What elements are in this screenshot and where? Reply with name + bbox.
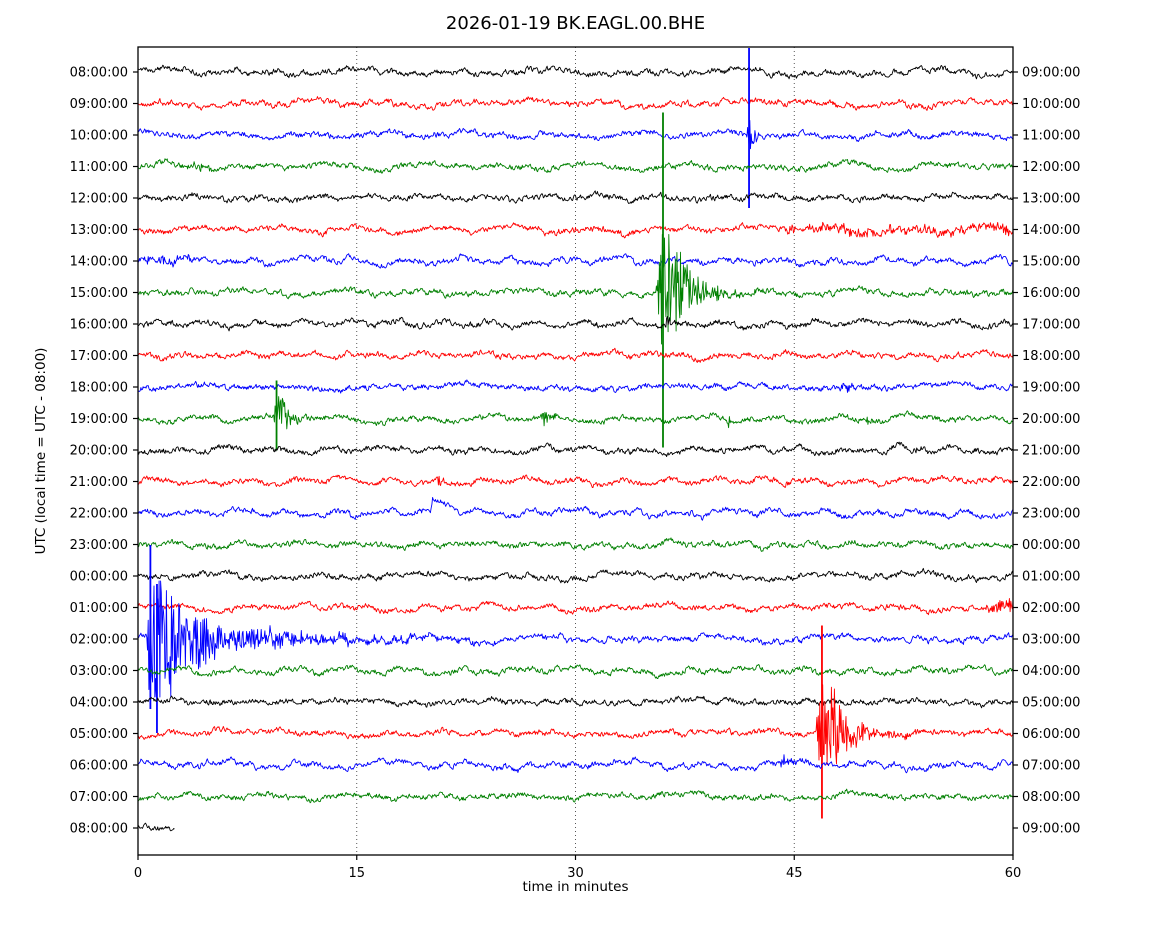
row-label-right: 14:00:00 xyxy=(1022,223,1080,238)
row-label-left: 15:00:00 xyxy=(70,286,128,301)
figure-title: 2026-01-19 BK.EAGL.00.BHE xyxy=(445,13,706,34)
row-label-left: 00:00:00 xyxy=(70,570,128,585)
trace-row-13 xyxy=(138,474,1014,488)
row-label-right: 08:00:00 xyxy=(1022,790,1080,805)
trace-row-20 xyxy=(137,695,1014,709)
trace-row-7 xyxy=(137,234,1014,345)
trace-row-24 xyxy=(137,822,175,832)
row-label-left: 23:00:00 xyxy=(70,538,128,553)
row-label-left: 13:00:00 xyxy=(70,223,128,238)
row-label-left: 11:00:00 xyxy=(70,160,128,175)
trace-row-18 xyxy=(137,580,1014,698)
row-label-left: 09:00:00 xyxy=(70,97,128,112)
trace-row-11 xyxy=(137,396,1014,430)
trace-row-2 xyxy=(137,119,1014,150)
trace-row-16 xyxy=(137,567,1014,584)
row-label-left: 07:00:00 xyxy=(70,790,128,805)
row-label-right: 04:00:00 xyxy=(1022,664,1080,679)
trace-row-4 xyxy=(138,190,1014,204)
trace-row-22 xyxy=(137,754,1014,774)
x-tick-label: 60 xyxy=(1005,866,1022,881)
row-label-right: 01:00:00 xyxy=(1022,570,1080,585)
row-label-left: 17:00:00 xyxy=(70,349,128,364)
row-label-right: 00:00:00 xyxy=(1022,538,1080,553)
x-axis-label: time in minutes xyxy=(522,879,629,895)
row-label-right: 13:00:00 xyxy=(1022,192,1080,207)
row-label-right: 06:00:00 xyxy=(1022,727,1080,742)
row-label-left: 02:00:00 xyxy=(70,633,128,648)
row-label-left: 18:00:00 xyxy=(70,381,128,396)
row-label-left: 10:00:00 xyxy=(70,129,128,144)
row-label-left: 20:00:00 xyxy=(70,444,128,459)
row-label-right: 05:00:00 xyxy=(1022,696,1080,711)
row-label-right: 23:00:00 xyxy=(1022,507,1080,522)
trace-row-21 xyxy=(137,684,1014,766)
x-tick-label: 45 xyxy=(786,866,803,881)
row-label-right: 07:00:00 xyxy=(1022,759,1080,774)
row-label-left: 21:00:00 xyxy=(70,475,128,490)
trace-row-10 xyxy=(137,379,1014,394)
trace-row-12 xyxy=(137,441,1014,458)
row-label-right: 15:00:00 xyxy=(1022,255,1080,270)
row-label-left: 03:00:00 xyxy=(70,664,128,679)
row-label-right: 03:00:00 xyxy=(1022,633,1080,648)
trace-row-3 xyxy=(137,158,1014,174)
trace-row-23 xyxy=(137,788,1014,804)
row-label-right: 02:00:00 xyxy=(1022,601,1080,616)
row-label-right: 19:00:00 xyxy=(1022,381,1080,396)
x-tick-label: 15 xyxy=(348,866,365,881)
trace-row-8 xyxy=(137,316,1014,332)
row-label-left: 19:00:00 xyxy=(70,412,128,427)
trace-row-0 xyxy=(137,64,1014,80)
trace-row-15 xyxy=(137,537,1014,552)
x-tick-label: 30 xyxy=(567,866,584,881)
row-label-left: 14:00:00 xyxy=(70,255,128,270)
trace-row-19 xyxy=(137,664,1014,680)
x-tick-label: 0 xyxy=(134,866,142,881)
row-label-left: 22:00:00 xyxy=(70,507,128,522)
row-label-left: 12:00:00 xyxy=(70,192,128,207)
row-label-left: 06:00:00 xyxy=(70,759,128,774)
row-label-right: 21:00:00 xyxy=(1022,444,1080,459)
row-label-left: 08:00:00 xyxy=(70,66,128,81)
trace-row-1 xyxy=(137,96,1014,111)
row-label-left: 08:00:00 xyxy=(70,822,128,837)
row-label-left: 05:00:00 xyxy=(70,727,128,742)
trace-row-5 xyxy=(137,221,1014,239)
row-label-right: 10:00:00 xyxy=(1022,97,1080,112)
row-label-left: 01:00:00 xyxy=(70,601,128,616)
row-label-right: 18:00:00 xyxy=(1022,349,1080,364)
row-label-right: 22:00:00 xyxy=(1022,475,1080,490)
row-label-right: 09:00:00 xyxy=(1022,66,1080,81)
row-label-left: 16:00:00 xyxy=(70,318,128,333)
row-label-right: 12:00:00 xyxy=(1022,160,1080,175)
row-label-left: 04:00:00 xyxy=(70,696,128,711)
trace-row-6 xyxy=(137,253,1014,269)
trace-row-9 xyxy=(137,347,1014,363)
row-label-right: 20:00:00 xyxy=(1022,412,1080,427)
row-label-right: 09:00:00 xyxy=(1022,822,1080,837)
row-label-right: 17:00:00 xyxy=(1022,318,1080,333)
row-label-right: 11:00:00 xyxy=(1022,129,1080,144)
row-label-right: 16:00:00 xyxy=(1022,286,1080,301)
trace-row-14 xyxy=(137,496,1014,521)
trace-row-17 xyxy=(137,598,1014,616)
